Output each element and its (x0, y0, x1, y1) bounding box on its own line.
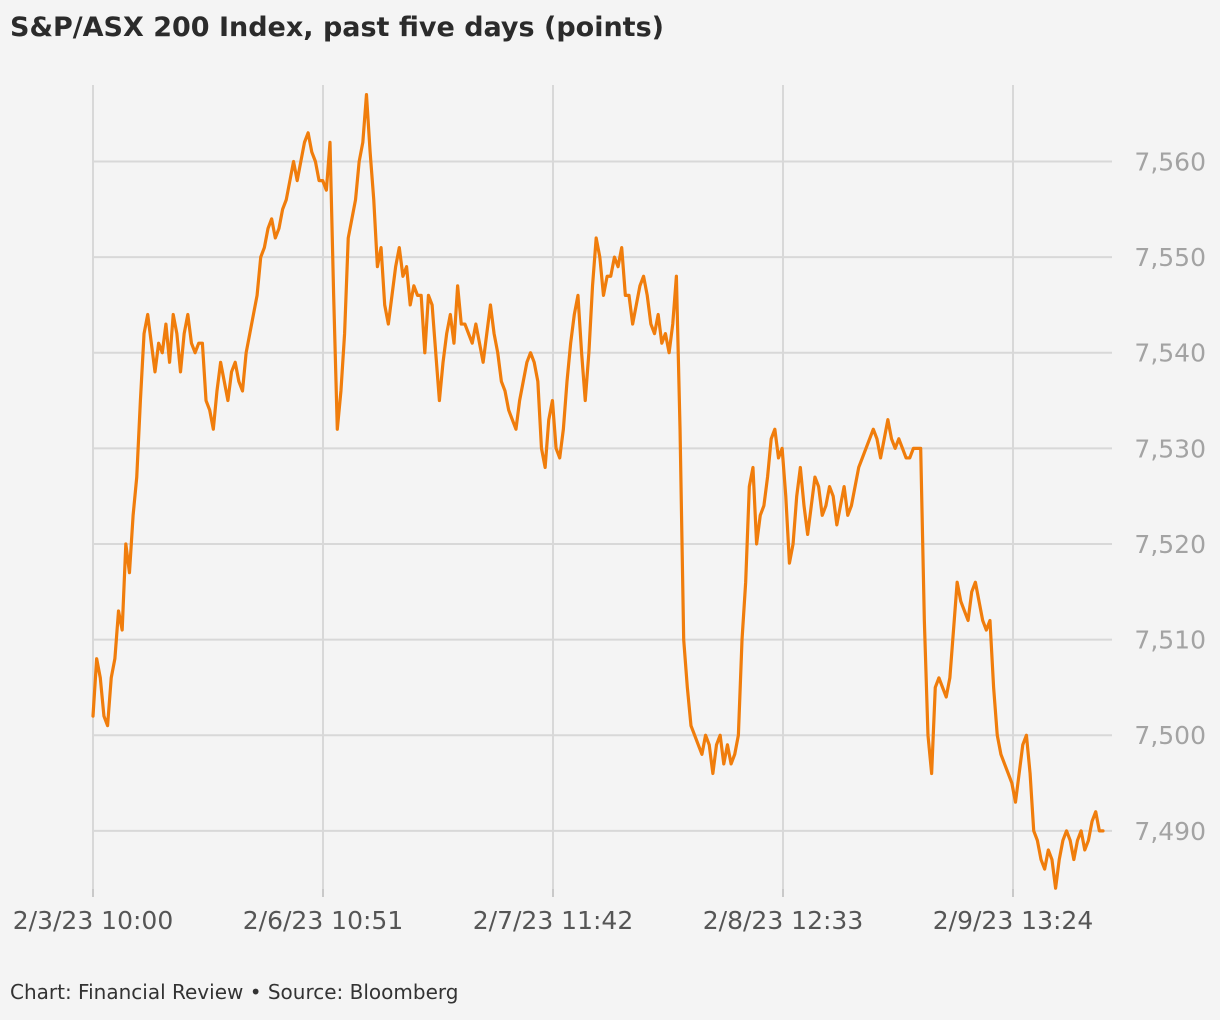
chart-title: S&P/ASX 200 Index, past five days (point… (10, 12, 664, 43)
y-tick-label: 7,550 (1134, 243, 1206, 272)
chart-source-footer: Chart: Financial Review • Source: Bloomb… (10, 980, 459, 1004)
y-tick-label: 7,510 (1134, 626, 1206, 655)
x-tick-label: 2/9/23 13:24 (933, 906, 1093, 935)
x-tick-label: 2/7/23 11:42 (473, 906, 633, 935)
y-tick-label: 7,500 (1134, 721, 1206, 750)
x-tick-label: 2/8/23 12:33 (703, 906, 863, 935)
series-line (91, 92, 1105, 890)
x-tick-label: 2/6/23 10:51 (243, 906, 403, 935)
x-axis: 2/3/23 10:00 2/6/23 10:51 2/7/23 11:42 2/8/… (13, 889, 1093, 935)
y-tick-label: 7,490 (1134, 817, 1206, 846)
y-tick-label: 7,530 (1134, 434, 1206, 463)
series-layer (91, 92, 1105, 890)
gridlines (92, 85, 1112, 893)
y-tick-label: 7,560 (1134, 147, 1206, 176)
y-tick-label: 7,540 (1134, 339, 1206, 368)
y-tick-label: 7,520 (1134, 530, 1206, 559)
x-tick-label: 2/3/23 10:00 (13, 906, 173, 935)
y-axis: 7,490 7,500 7,510 7,520 7,530 7,540 7,550 7,560 (1134, 147, 1206, 845)
